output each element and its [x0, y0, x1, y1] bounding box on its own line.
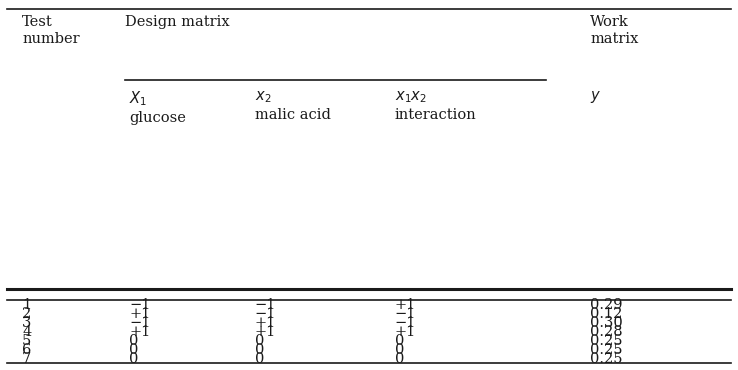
Text: 0.29: 0.29: [590, 298, 623, 312]
Text: −1: −1: [129, 316, 151, 330]
Text: $x_1 x_2$
interaction: $x_1 x_2$ interaction: [395, 89, 477, 122]
Text: 0.25: 0.25: [590, 334, 623, 348]
Text: 3: 3: [22, 316, 32, 330]
Text: −1: −1: [395, 307, 416, 321]
Text: $x_2$
malic acid: $x_2$ malic acid: [255, 89, 331, 122]
Text: 0: 0: [395, 343, 404, 357]
Text: +1: +1: [255, 316, 276, 330]
Text: −1: −1: [129, 298, 151, 312]
Text: Design matrix: Design matrix: [125, 15, 230, 29]
Text: 0.25: 0.25: [590, 352, 623, 366]
Text: 4: 4: [22, 325, 32, 339]
Text: 5: 5: [22, 334, 32, 348]
Text: +1: +1: [395, 325, 416, 339]
Text: Work
matrix: Work matrix: [590, 15, 639, 46]
Text: 0: 0: [129, 343, 139, 357]
Text: +1: +1: [129, 307, 151, 321]
Text: 0: 0: [255, 343, 264, 357]
Text: 0.30: 0.30: [590, 316, 623, 330]
Text: +1: +1: [395, 298, 416, 312]
Text: 0: 0: [255, 352, 264, 366]
Text: 0.12: 0.12: [590, 307, 623, 321]
Text: 6: 6: [22, 343, 32, 357]
Text: $X_1$
glucose: $X_1$ glucose: [129, 89, 186, 125]
Text: +1: +1: [129, 325, 151, 339]
Text: 0: 0: [395, 352, 404, 366]
Text: +1: +1: [255, 325, 276, 339]
Text: 0: 0: [129, 352, 139, 366]
Text: 0: 0: [129, 334, 139, 348]
Text: −1: −1: [255, 298, 276, 312]
Text: 0.28: 0.28: [590, 325, 623, 339]
Text: −1: −1: [255, 307, 276, 321]
Text: 0.25: 0.25: [590, 343, 623, 357]
Text: 7: 7: [22, 352, 32, 366]
Text: 0: 0: [255, 334, 264, 348]
Text: $y$: $y$: [590, 89, 601, 105]
Text: Test
number: Test number: [22, 15, 80, 46]
Text: 2: 2: [22, 307, 32, 321]
Text: 0: 0: [395, 334, 404, 348]
Text: 1: 1: [22, 298, 31, 312]
Text: −1: −1: [395, 316, 416, 330]
